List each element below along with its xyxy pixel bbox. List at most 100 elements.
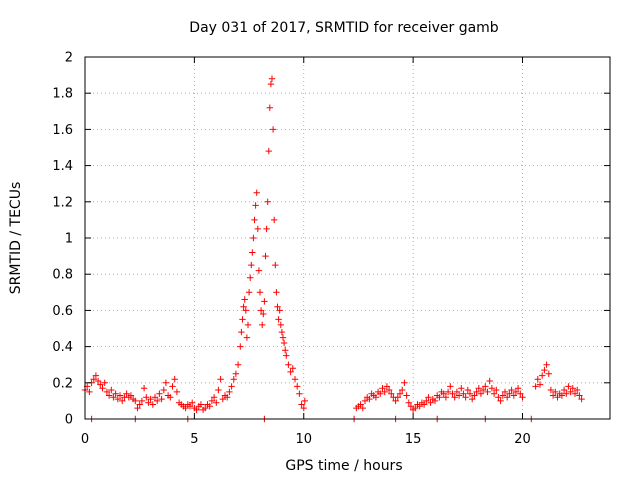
data-point <box>248 261 255 269</box>
x-tick-label: 15 <box>405 432 422 447</box>
data-point <box>359 404 366 412</box>
data-point <box>215 386 222 394</box>
data-point <box>392 397 399 405</box>
data-point <box>504 394 511 401</box>
data-point <box>291 376 299 383</box>
data-point <box>255 267 263 274</box>
data-point <box>279 334 287 341</box>
data-point <box>151 394 159 401</box>
data-point <box>440 390 447 397</box>
data-point <box>127 392 135 399</box>
data-point <box>224 394 231 401</box>
data-point <box>517 390 524 397</box>
x-tick-label: 0 <box>81 432 89 447</box>
data-point <box>479 386 487 394</box>
x-tick-label: 5 <box>190 432 198 447</box>
data-point <box>506 390 513 397</box>
data-point <box>510 392 517 399</box>
data-point <box>263 225 270 233</box>
y-tick-label: 0.6 <box>52 304 73 319</box>
data-point <box>244 321 252 329</box>
data-point <box>240 303 247 310</box>
data-point <box>243 334 251 341</box>
data-point <box>401 379 408 386</box>
y-tick-label: 0 <box>65 413 73 428</box>
data-point <box>569 385 576 392</box>
data-point <box>156 390 163 397</box>
data-point <box>239 316 246 323</box>
data-point <box>558 392 566 399</box>
data-point <box>272 261 279 269</box>
y-tick-labels: 0 0.2 0.4 0.6 0.8 1 1.2 1.4 1.6 1.8 2 <box>52 51 73 428</box>
data-point <box>403 392 410 399</box>
data-point <box>232 370 240 377</box>
data-point <box>366 395 373 403</box>
data-point <box>560 386 568 394</box>
data-point <box>230 376 237 383</box>
data-point <box>259 321 266 329</box>
data-point <box>383 383 391 390</box>
data-point <box>412 404 419 412</box>
data-point <box>114 395 121 403</box>
data-point <box>261 298 268 305</box>
data-point <box>145 399 152 406</box>
data-point <box>407 403 415 410</box>
data-point <box>140 385 148 392</box>
data-point <box>462 394 469 401</box>
data-point <box>202 404 209 412</box>
data-point <box>143 394 150 401</box>
data-point <box>136 401 143 408</box>
data-point <box>482 383 489 390</box>
data-point <box>578 395 585 403</box>
data-point <box>519 394 526 401</box>
data-point <box>539 372 546 379</box>
data-point <box>423 397 430 405</box>
data-point <box>532 383 539 390</box>
axis-ticks <box>84 56 610 420</box>
data-point <box>264 198 271 205</box>
data-point <box>543 361 550 368</box>
data-point <box>94 377 102 385</box>
data-point <box>552 388 559 396</box>
data-point <box>238 328 245 336</box>
data-point <box>486 377 493 385</box>
data-point <box>466 390 474 397</box>
data-point <box>571 390 579 397</box>
data-point <box>372 394 380 401</box>
data-point <box>545 370 552 377</box>
data-point <box>536 381 544 388</box>
data-point <box>256 289 264 296</box>
data-point <box>271 216 278 224</box>
data-point <box>563 390 570 397</box>
plot-frame <box>84 56 611 420</box>
data-point <box>262 252 269 260</box>
data-point <box>257 307 265 314</box>
data-point <box>103 388 111 396</box>
data-point <box>289 365 296 372</box>
data-point <box>493 386 500 394</box>
data-point <box>167 394 174 401</box>
data-point <box>108 386 115 394</box>
data-point <box>431 397 439 405</box>
data-point <box>210 394 218 401</box>
data-point <box>576 392 583 399</box>
x-tick-labels: 0 5 10 15 20 <box>81 432 531 447</box>
data-point <box>549 392 557 399</box>
data-point <box>134 404 141 412</box>
data-point <box>101 379 108 386</box>
data-point <box>451 394 458 401</box>
data-point <box>514 385 522 392</box>
y-tick-label: 1.4 <box>52 159 73 174</box>
data-point <box>547 386 555 394</box>
data-point <box>277 321 284 329</box>
data-point <box>254 225 261 233</box>
data-point <box>488 385 496 392</box>
data-point <box>186 403 194 410</box>
data-point <box>399 386 406 394</box>
data-point <box>217 376 224 383</box>
data-point <box>265 147 272 155</box>
data-point <box>213 399 220 406</box>
data-point <box>427 399 434 406</box>
data-point <box>112 390 119 397</box>
y-tick-label: 1.8 <box>52 87 73 102</box>
